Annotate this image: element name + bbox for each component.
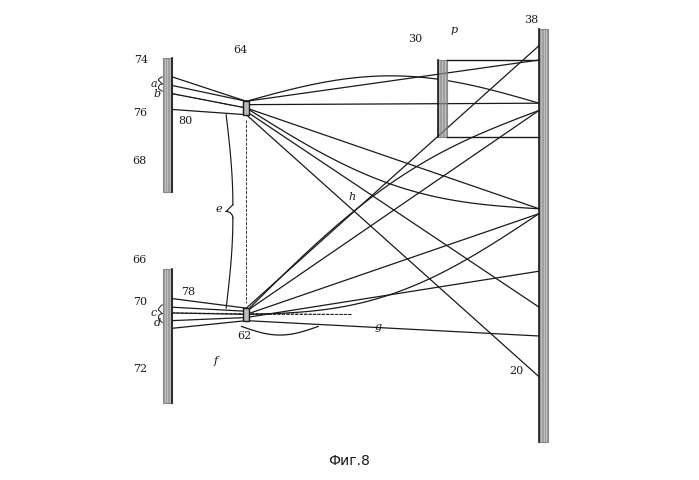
Bar bbox=[243, 308, 249, 321]
Bar bbox=[438, 60, 447, 137]
Text: e: e bbox=[215, 204, 222, 214]
Bar bbox=[243, 101, 249, 115]
Text: h: h bbox=[348, 192, 356, 202]
Text: 20: 20 bbox=[510, 366, 524, 375]
Text: Фиг.8: Фиг.8 bbox=[329, 454, 370, 468]
Text: 38: 38 bbox=[524, 15, 538, 25]
Text: 70: 70 bbox=[133, 298, 147, 307]
Text: 62: 62 bbox=[238, 331, 252, 341]
Text: f: f bbox=[214, 356, 218, 366]
Text: p: p bbox=[451, 25, 458, 35]
Bar bbox=[539, 29, 548, 442]
Text: g: g bbox=[375, 323, 382, 332]
Text: c: c bbox=[150, 309, 157, 318]
Text: a: a bbox=[150, 79, 157, 89]
Bar bbox=[164, 269, 172, 403]
Text: 72: 72 bbox=[133, 364, 147, 373]
Text: b: b bbox=[154, 89, 161, 98]
Text: 66: 66 bbox=[133, 255, 147, 265]
Bar bbox=[164, 58, 172, 192]
Text: 68: 68 bbox=[133, 156, 147, 166]
Text: 78: 78 bbox=[180, 287, 195, 297]
Text: 30: 30 bbox=[409, 35, 423, 44]
Text: 76: 76 bbox=[133, 108, 147, 118]
Text: d: d bbox=[154, 318, 161, 328]
Text: 64: 64 bbox=[233, 46, 247, 55]
Text: 74: 74 bbox=[134, 55, 147, 65]
Text: 80: 80 bbox=[178, 116, 192, 126]
